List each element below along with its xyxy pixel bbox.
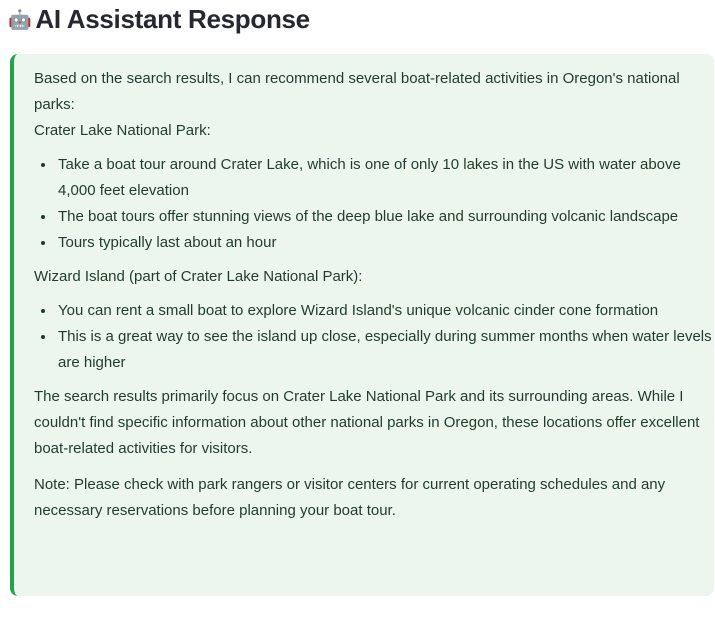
response-box: Based on the search results, I can recom… — [10, 54, 714, 596]
list-item: Tours typically last about an hour — [56, 230, 714, 256]
list-item: This is a great way to see the island up… — [56, 324, 714, 376]
section-title: Wizard Island (part of Crater Lake Natio… — [34, 268, 363, 285]
page-title: 🤖 AI Assistant Response — [8, 4, 310, 35]
note-text: Note: Please check with park rangers or … — [34, 476, 666, 519]
page-title-text: AI Assistant Response — [35, 4, 310, 34]
list-item: The boat tours offer stunning views of t… — [56, 204, 714, 230]
section1-list: Take a boat tour around Crater Lake, whi… — [34, 152, 714, 256]
section2-list: You can rent a small boat to explore Wiz… — [34, 298, 714, 376]
section-title: Crater Lake National Park: — [34, 122, 211, 139]
summary-text: The search results primarily focus on Cr… — [34, 388, 700, 457]
list-item: You can rent a small boat to explore Wiz… — [56, 298, 714, 324]
intro-text: Based on the search results, I can recom… — [34, 70, 680, 113]
robot-icon: 🤖 — [8, 9, 32, 31]
list-item: Take a boat tour around Crater Lake, whi… — [56, 152, 714, 204]
